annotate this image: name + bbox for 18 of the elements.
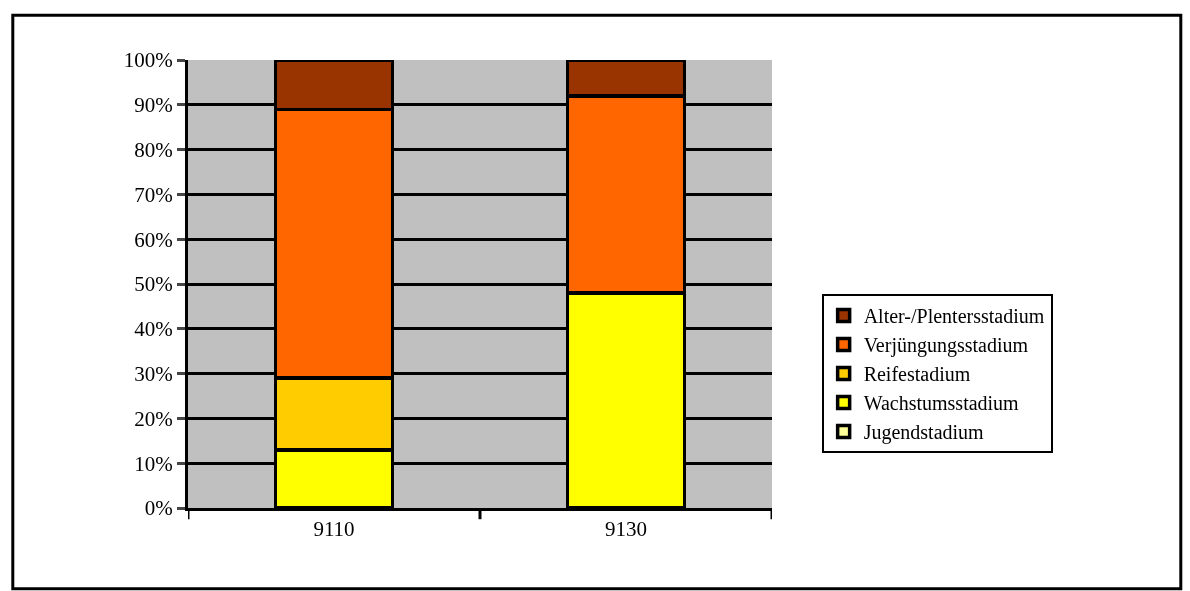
y-tick-label: 80% xyxy=(134,137,173,162)
legend-label: Wachstumsstadium xyxy=(863,392,1020,415)
legend-label: Reifestadium xyxy=(863,363,971,386)
y-tick-label: 90% xyxy=(134,93,173,118)
y-tick-label: 30% xyxy=(134,361,173,386)
legend-label: Jugendstadium xyxy=(863,421,985,445)
y-tick-label: 100% xyxy=(123,48,173,73)
y-tick-label: 40% xyxy=(134,317,173,342)
y-tick-label: 50% xyxy=(134,272,173,297)
y-tick-label: 0% xyxy=(144,496,173,521)
legend-label: Alter-/Plentersstadium xyxy=(863,305,1045,328)
y-tick-label: 10% xyxy=(134,451,173,476)
y-tick-label: 20% xyxy=(134,406,173,431)
x-tick-label: 9110 xyxy=(313,517,355,542)
x-tick-label: 9130 xyxy=(605,517,647,542)
legend-label: Verjüngungsstadium xyxy=(863,334,1029,358)
y-tick-label: 60% xyxy=(134,227,173,252)
y-tick-label: 70% xyxy=(134,182,173,207)
